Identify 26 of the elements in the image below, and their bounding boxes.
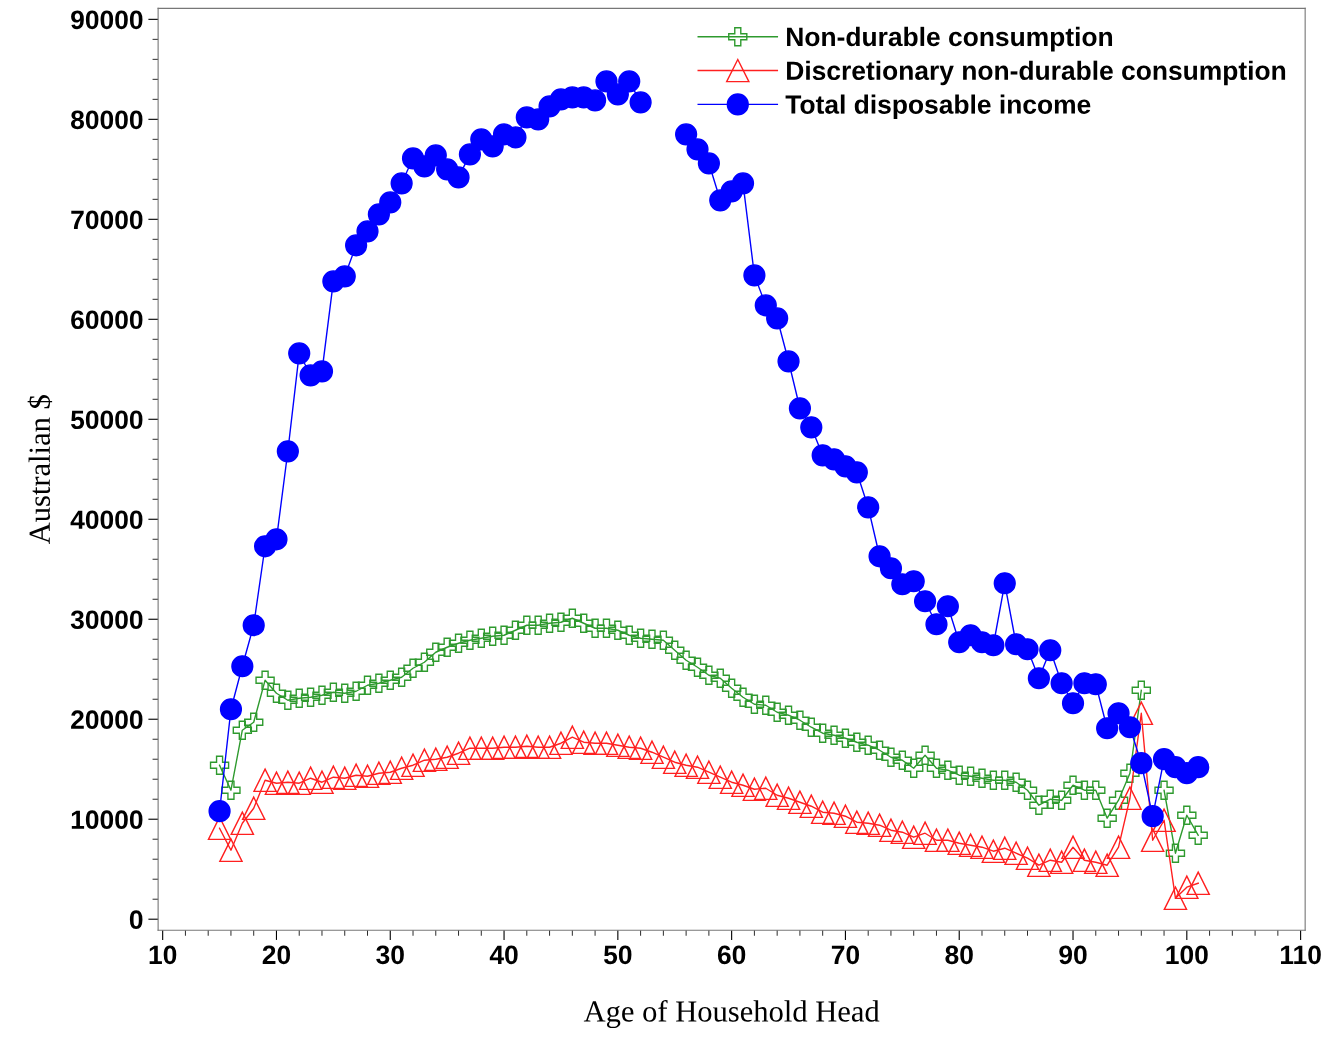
- x-tick-label: 10: [149, 945, 177, 965]
- y-tick-label: 60000: [71, 310, 143, 330]
- x-tick-label: 20: [262, 945, 291, 965]
- x-tick-label: 100: [1166, 945, 1208, 965]
- x-tick-label: 80: [945, 945, 973, 965]
- x-tick-label: 90: [1059, 945, 1087, 965]
- legend-label: Total disposable income: [785, 94, 1091, 120]
- legend-label: Non-durable consumption: [787, 26, 1113, 52]
- x-axis-title: Age of Household Head: [583, 999, 880, 1029]
- y-tick-label: 40000: [70, 510, 143, 530]
- x-tick-label: 50: [603, 945, 632, 965]
- y-tick-label: 0: [129, 910, 143, 930]
- legend-label: Discretionary non-durable consumption: [787, 60, 1286, 86]
- y-tick-label: 80000: [71, 110, 143, 130]
- x-tick-label: 30: [376, 945, 404, 965]
- x-tick-label: 110: [1280, 945, 1321, 965]
- x-tick-label: 40: [489, 945, 518, 965]
- x-tick-label: 70: [831, 945, 860, 965]
- y-tick-label: 90000: [71, 10, 143, 30]
- y-tick-label: 30000: [70, 610, 143, 630]
- y-axis-title: Australian $: [27, 395, 53, 545]
- y-tick-label: 50000: [70, 410, 143, 430]
- y-tick-label: 10000: [71, 810, 143, 830]
- x-tick-label: 60: [717, 945, 746, 965]
- y-tick-label: 20000: [71, 710, 143, 730]
- y-tick-label: 70000: [71, 210, 143, 230]
